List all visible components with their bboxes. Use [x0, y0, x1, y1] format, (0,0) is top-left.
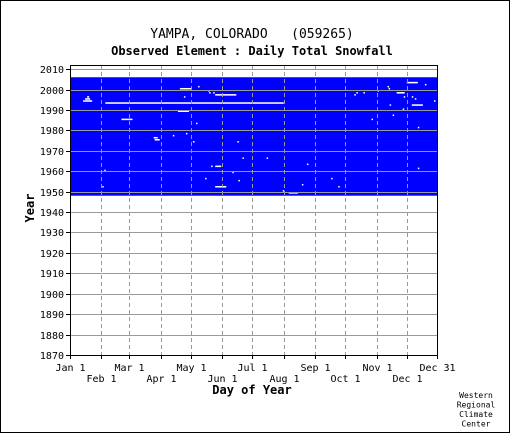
- missing-segment-5: [177, 110, 189, 112]
- missing-segment-9: [179, 87, 191, 90]
- y-tick-label-1990: 1990: [40, 106, 64, 117]
- missing-day-11: [172, 134, 175, 137]
- missing-segment-15: [153, 136, 158, 139]
- missing-segment-14: [154, 139, 160, 141]
- x-tick-label-row1-4: Sep 1: [300, 363, 330, 374]
- credit-line-0: Western: [459, 391, 493, 400]
- x-tick-label-row1-0: Jan 1: [55, 363, 85, 374]
- x-tick-label-row1-1: Mar 1: [114, 363, 144, 374]
- missing-day-39: [354, 94, 356, 96]
- missing-day-24: [363, 92, 365, 94]
- x-tick-label-row2-0: Feb 1: [86, 374, 116, 385]
- missing-day-35: [196, 122, 198, 125]
- y-axis: 1870 1880 1890 1900 1910 1920 1930 1940 1950 1960…: [40, 65, 70, 362]
- credit-line-3: Center: [462, 420, 491, 429]
- missing-segment-4: [121, 118, 133, 121]
- missing-day-32: [338, 185, 340, 188]
- missing-day-27: [402, 108, 405, 110]
- x-tick-label-row2-2: Jun 1: [207, 374, 237, 385]
- missing-segment-13: [215, 165, 222, 168]
- chart-subtitle: Observed Element : Daily Total Snowfall: [111, 44, 393, 58]
- x-tick-label-row1-3: Jul 1: [237, 363, 267, 374]
- missing-day-31: [331, 177, 333, 180]
- missing-day-19: [387, 85, 390, 88]
- y-tick-label-1920: 1920: [40, 249, 64, 260]
- missing-day-4: [211, 165, 213, 168]
- y-tick-label-1870: 1870: [40, 351, 64, 362]
- missing-segment-12: [396, 92, 405, 94]
- missing-day-20: [388, 87, 391, 90]
- missing-day-28: [392, 114, 395, 117]
- y-tick-label-2010: 2010: [40, 65, 64, 76]
- x-tick-label-row2-4: Oct 1: [330, 374, 360, 385]
- missing-day-6: [238, 179, 240, 182]
- x-tick-label-row1-6: Dec 31: [419, 363, 455, 374]
- data-coverage-block: [70, 77, 437, 196]
- x-tick-label-row1-2: May 1: [176, 363, 206, 374]
- missing-day-23: [356, 92, 358, 94]
- missing-segment-7: [215, 185, 227, 188]
- missing-segment-2: [85, 98, 91, 100]
- missing-day-18: [198, 85, 200, 88]
- missing-day-0: [104, 169, 106, 172]
- missing-day-5: [242, 157, 244, 159]
- y-tick-label-1940: 1940: [40, 208, 64, 219]
- credit-line-1: Regional: [457, 401, 496, 410]
- y-tick-label-1880: 1880: [40, 331, 64, 342]
- missing-day-30: [306, 163, 309, 166]
- missing-day-15: [209, 92, 211, 94]
- x-tick-label-row1-5: Nov 1: [362, 363, 392, 374]
- y-tick-label-1930: 1930: [40, 228, 64, 239]
- missing-day-1: [102, 185, 104, 188]
- missing-day-2: [205, 177, 207, 180]
- missing-segment-11: [411, 104, 423, 106]
- missing-day-10: [185, 132, 188, 135]
- x-axis-label: Day of Year: [212, 383, 291, 397]
- y-tick-label-1910: 1910: [40, 269, 64, 280]
- missing-day-34: [266, 157, 269, 159]
- x-axis: Jan 1 Mar 1 May 1 Jul 1 Sep 1 Nov 1 Dec 31 Feb …: [55, 355, 456, 385]
- y-tick-label-1960: 1960: [40, 167, 64, 178]
- missing-day-36: [414, 98, 417, 100]
- missing-day-22: [411, 96, 414, 98]
- x-tick-label-row2-5: Dec 1: [392, 374, 422, 385]
- missing-day-21: [403, 96, 406, 98]
- missing-segment-0: [105, 102, 284, 104]
- missing-day-7: [282, 190, 285, 192]
- missing-day-13: [417, 126, 420, 129]
- missing-day-8: [193, 141, 195, 143]
- missing-segment-1: [83, 100, 93, 102]
- missing-segment-10: [406, 81, 418, 84]
- y-tick-label-1950: 1950: [40, 188, 64, 199]
- missing-day-33: [417, 167, 420, 170]
- chart-title: YAMPA, COLORADO (059265): [150, 27, 354, 42]
- plot-border: [70, 65, 438, 356]
- missing-day-37: [433, 100, 436, 102]
- missing-day-12: [371, 118, 373, 121]
- y-tick-label-1890: 1890: [40, 310, 64, 321]
- credit-line-2: Climate: [459, 410, 493, 419]
- missing-segment-3: [87, 96, 90, 98]
- y-axis-label: Year: [23, 194, 37, 223]
- missing-day-14: [213, 92, 215, 94]
- y-tick-label-1980: 1980: [40, 126, 64, 137]
- missing-day-26: [389, 104, 392, 106]
- y-tick-label-1970: 1970: [40, 147, 64, 158]
- x-tick-label-row2-3: Aug 1: [269, 374, 299, 385]
- missing-day-38: [424, 83, 427, 86]
- grid-layer: [70, 65, 438, 356]
- data-layer: [70, 77, 437, 196]
- y-tick-label-2000: 2000: [40, 86, 64, 97]
- y-tick-label-1900: 1900: [40, 290, 64, 301]
- missing-day-9: [237, 141, 239, 143]
- missing-day-3: [232, 171, 234, 174]
- missing-day-29: [301, 183, 304, 186]
- missing-day-16: [183, 96, 186, 98]
- missing-segment-6: [215, 94, 237, 96]
- x-tick-label-row2-1: Apr 1: [146, 374, 176, 385]
